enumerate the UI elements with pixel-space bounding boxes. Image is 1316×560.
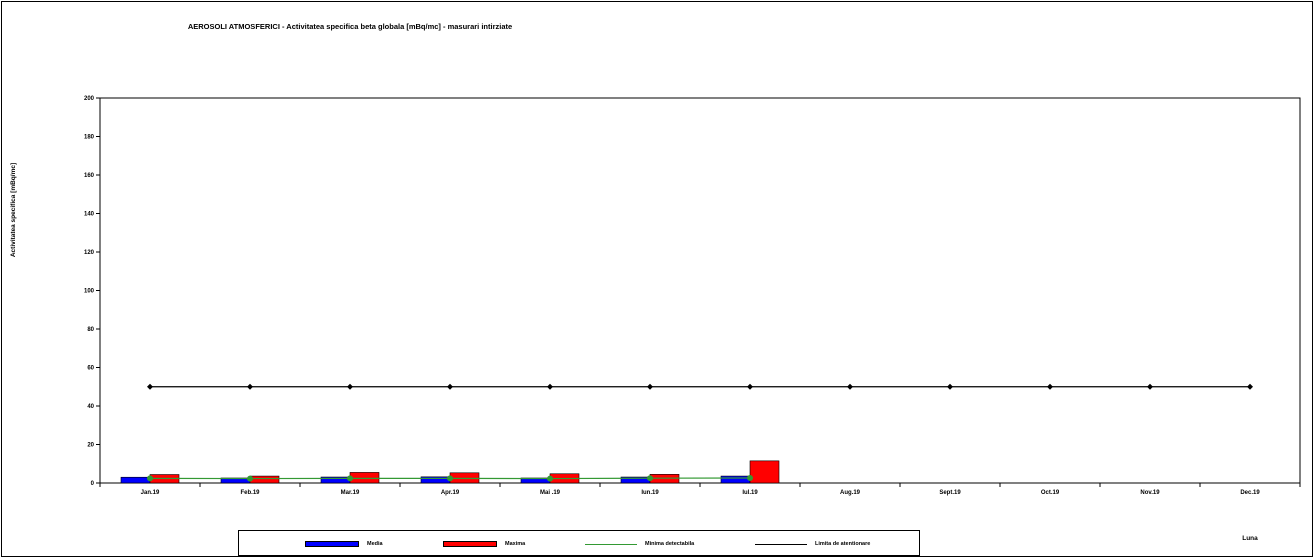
x-tick-label: Mai .19 (540, 490, 561, 496)
point-minima-detectabila (647, 475, 653, 482)
y-tick-label: 160 (84, 173, 95, 179)
legend-swatch-minima-detectabila (585, 543, 637, 545)
legend-item-maxima: Maxima (443, 539, 525, 549)
legend-label-limita-de-atentionare: Limita de atentionare (815, 541, 871, 547)
bar-media (720, 475, 751, 484)
point-limita-de-atentionare (147, 383, 153, 390)
x-tick-label: Iun.19 (641, 490, 659, 496)
y-tick-label: 0 (91, 481, 95, 487)
x-tick-label: Apr.19 (441, 490, 460, 496)
x-axis-label: Luna (1242, 535, 1258, 542)
legend-item-media: Media (305, 539, 383, 549)
x-tick-label: Nov.19 (1140, 490, 1160, 496)
y-tick-label: 120 (84, 250, 95, 256)
point-limita-de-atentionare (247, 383, 253, 390)
point-minima-detectabila (747, 474, 753, 481)
point-minima-detectabila (547, 475, 553, 482)
x-tick-label: Sept.19 (939, 490, 961, 496)
point-limita-de-atentionare (1247, 383, 1253, 390)
point-limita-de-atentionare (447, 383, 453, 390)
y-tick-label: 140 (84, 212, 95, 218)
y-tick-label: 40 (87, 404, 94, 410)
bar-media (420, 476, 451, 484)
point-limita-de-atentionare (747, 383, 753, 390)
y-tick-label: 20 (87, 443, 94, 449)
point-limita-de-atentionare (847, 383, 853, 390)
legend-label-media: Media (367, 541, 383, 547)
plot-area: 0 20 40 60 80 100 120 140 160 180 200 Jan.19 Feb.19 M… (84, 96, 1301, 496)
legend-swatch-limita-de-atentionare (755, 543, 807, 545)
point-minima-detectabila (447, 475, 453, 482)
legend-label-minima-detectabila: Minima detectabila (645, 541, 695, 547)
bar-maxima (249, 475, 280, 484)
point-limita-de-atentionare (647, 383, 653, 390)
chart-title: AEROSOLI ATMOSFERICI - Activitatea speci… (188, 22, 512, 31)
point-limita-de-atentionare (547, 383, 553, 390)
point-minima-detectabila (147, 475, 153, 482)
legend-item-minima-detectabila: Minima detectabila (585, 539, 694, 549)
legend-item-limita-de-atentionare: Limita de atentionare (755, 539, 870, 549)
point-limita-de-atentionare (347, 383, 353, 390)
point-limita-de-atentionare (947, 383, 953, 390)
legend-swatch-media (305, 541, 359, 547)
y-tick-label: 60 (87, 366, 94, 372)
plot-border (99, 97, 1301, 484)
x-tick-label: Feb.19 (240, 490, 260, 496)
point-limita-de-atentionare (1147, 383, 1153, 390)
bar-maxima (749, 460, 780, 484)
legend-label-maxima: Maxima (505, 541, 526, 547)
bar-maxima (349, 472, 380, 484)
x-tick-label: Aug.19 (840, 490, 861, 496)
legend-swatch-maxima (443, 541, 497, 547)
y-tick-label: 80 (87, 327, 94, 333)
y-axis-label: Activitatea specifica [mBq/mc] (10, 163, 17, 257)
y-tick-label: 200 (84, 96, 95, 102)
x-tick-label: Iul.19 (742, 490, 758, 496)
bar-media (120, 476, 151, 484)
legend: Media Maxima Minima detectabila Limita d… (238, 530, 920, 556)
x-tick-label: Jan.19 (141, 490, 160, 496)
y-tick-label: 100 (84, 289, 95, 295)
x-tick-label: Dec.19 (1240, 490, 1260, 496)
point-limita-de-atentionare (1047, 383, 1053, 390)
point-minima-detectabila (347, 475, 353, 482)
x-tick-label: Mar.19 (341, 490, 360, 496)
x-tick-label: Oct.19 (1041, 490, 1060, 496)
point-minima-detectabila (247, 475, 253, 482)
y-tick-label: 180 (84, 135, 95, 141)
